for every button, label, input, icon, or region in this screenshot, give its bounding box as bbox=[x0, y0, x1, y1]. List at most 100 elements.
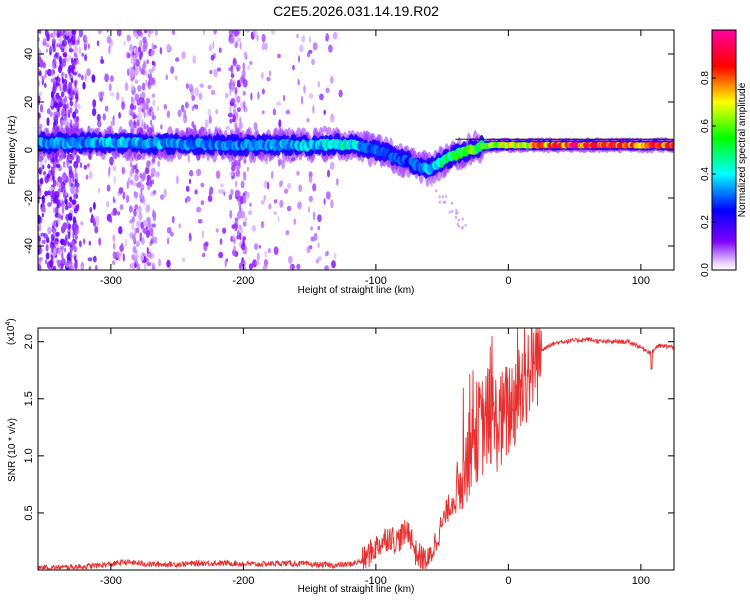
spectrogram-noise-cell bbox=[38, 223, 42, 232]
spectrogram-noise-cell bbox=[118, 187, 124, 194]
snr-marks bbox=[38, 328, 674, 570]
spectrogram-noise-cell bbox=[182, 114, 188, 124]
spectrogram-x-tick-label: 100 bbox=[632, 275, 650, 287]
spectrogram-noise-cell bbox=[70, 77, 74, 84]
spectrogram-noise-cell bbox=[260, 200, 265, 205]
spectrogram-noise-cell bbox=[61, 119, 66, 125]
spectrogram-noise-cell bbox=[147, 220, 151, 227]
spectrogram-noise-cell bbox=[40, 232, 46, 237]
spectrogram-noise-cell bbox=[52, 242, 55, 248]
spectrogram-noise-cell bbox=[113, 175, 116, 185]
spectrogram-noise-cell bbox=[128, 66, 134, 74]
spectrogram-noise-cell bbox=[231, 224, 237, 229]
spectrogram-noise-cell bbox=[232, 81, 235, 90]
spectrogram-x-tick-label: 0 bbox=[505, 275, 511, 287]
spectrogram-noise-cell bbox=[197, 219, 203, 224]
spectrogram-noise-cell bbox=[62, 39, 67, 47]
spectrogram-noise-cell bbox=[240, 210, 246, 219]
snr-y-tick-label: 0.5 bbox=[23, 505, 35, 520]
spectrogram-noise-cell bbox=[279, 199, 284, 208]
spectrogram-noise-cell bbox=[132, 234, 136, 239]
spectrogram-noise-cell bbox=[61, 107, 66, 116]
spectrogram-noise-cell bbox=[74, 207, 80, 212]
spectrogram-noise-cell bbox=[75, 228, 80, 234]
colorbar-tick-label: 0.6 bbox=[700, 119, 711, 133]
spectrogram-noise-cell bbox=[276, 101, 281, 106]
spectrogram-noise-cell bbox=[248, 263, 253, 270]
spectrogram-noise-cell bbox=[71, 63, 75, 71]
spectrogram-noise-cell bbox=[41, 213, 44, 218]
spectrogram-noise-cell bbox=[149, 179, 153, 188]
spectrogram-noise-cell bbox=[163, 104, 168, 110]
spectrogram-y-label: Frequency (Hz) bbox=[7, 116, 18, 185]
spectrogram-noise-cell bbox=[38, 91, 43, 96]
spectrogram-noise-cell bbox=[237, 229, 240, 239]
spectrogram-noise-cell bbox=[84, 54, 88, 62]
spectrogram-noise-cell bbox=[165, 74, 169, 81]
spectrogram-noise-cell bbox=[49, 111, 53, 117]
spectrogram-noise-cell bbox=[188, 232, 192, 238]
spectrogram-noise-cell bbox=[146, 124, 149, 133]
spectrogram-noise-cell bbox=[144, 167, 150, 175]
spectrogram-noise-cell bbox=[131, 216, 135, 223]
spectrogram-noise-cell bbox=[188, 178, 192, 185]
spectrogram-noise-cell bbox=[312, 211, 316, 221]
spectrogram-x-ticks: -300 -200 -100 0 100 bbox=[100, 30, 650, 287]
spectrogram-noise-cell bbox=[208, 44, 212, 52]
spectrogram-noise-cell bbox=[141, 82, 146, 91]
spectrogram-noise-cell bbox=[184, 101, 189, 109]
spectrogram-noise-cell bbox=[230, 188, 234, 196]
spectrogram-noise-cell bbox=[73, 245, 77, 253]
spectrogram-noise-cell bbox=[232, 108, 236, 115]
spectrogram-noise-cell bbox=[261, 42, 266, 51]
snr-y-tick-label: 1.0 bbox=[23, 448, 35, 463]
spectrogram-noise-cell bbox=[297, 78, 300, 86]
spectrogram-noise-cell bbox=[146, 160, 151, 167]
spectrogram-noise-cell bbox=[325, 33, 330, 42]
spectrogram-noise-cell bbox=[50, 166, 54, 171]
spectrogram-tail-cell bbox=[444, 194, 448, 198]
spectrogram-noise-cell bbox=[181, 51, 186, 60]
spectrogram-noise-cell bbox=[136, 118, 141, 125]
snr-y-tick-label: 1.5 bbox=[23, 391, 35, 406]
spectrogram-noise-cell bbox=[92, 99, 97, 108]
spectrogram-noise-cell bbox=[72, 230, 75, 240]
spectrogram-noise-cell bbox=[297, 201, 302, 210]
spectrogram-noise-cell bbox=[207, 195, 213, 202]
spectrogram-noise-cell bbox=[143, 220, 149, 228]
spectrogram-noise-cell bbox=[38, 70, 42, 77]
spectrogram-noise-cell bbox=[261, 88, 265, 95]
spectrogram-noise-cell bbox=[324, 265, 329, 270]
spectrogram-noise-cell bbox=[138, 96, 144, 105]
spectrogram-noise-cell bbox=[267, 248, 271, 254]
spectrogram-noise-cell bbox=[118, 112, 121, 119]
spectrogram-y-ticks: -40 -20 0 20 40 bbox=[23, 48, 674, 254]
spectrogram-noise-cell bbox=[75, 59, 80, 65]
spectrogram-noise-cell bbox=[239, 203, 242, 213]
spectrogram-noise-cell bbox=[122, 253, 125, 262]
spectrogram-noise-cell bbox=[306, 118, 310, 123]
spectrogram-noise-cell bbox=[336, 178, 339, 186]
spectrogram-noise-cell bbox=[166, 43, 171, 52]
spectrogram-noise-cell bbox=[234, 180, 238, 188]
spectrogram-noise-cell bbox=[236, 107, 241, 113]
colorbar-tick-label: 0.8 bbox=[700, 71, 711, 85]
spectrogram-noise-cell bbox=[135, 227, 140, 234]
spectrogram-noise-cell bbox=[38, 263, 42, 270]
spectrogram-noise-cell bbox=[286, 205, 292, 212]
spectrogram-tail-cell bbox=[448, 210, 451, 214]
spectrogram-noise-cell bbox=[210, 90, 216, 95]
spectrogram-noise-cell bbox=[213, 30, 217, 35]
spectrogram-noise-cell bbox=[189, 169, 194, 177]
spectrogram-noise-cell bbox=[266, 181, 270, 189]
spectrogram-noise-cell bbox=[56, 32, 60, 38]
spectrogram-noise-cell bbox=[246, 191, 250, 199]
spectrogram-noise-cell bbox=[242, 172, 246, 181]
spectrogram-noise-cell bbox=[323, 198, 326, 205]
spectrogram-noise-cell bbox=[240, 243, 246, 251]
spectrogram-tail-cell bbox=[461, 217, 464, 221]
spectrogram-noise-cell bbox=[210, 54, 215, 61]
spectrogram-noise-cell bbox=[330, 113, 334, 119]
spectrogram-noise-cell bbox=[72, 216, 77, 224]
spectrogram-noise-cell bbox=[215, 228, 219, 233]
